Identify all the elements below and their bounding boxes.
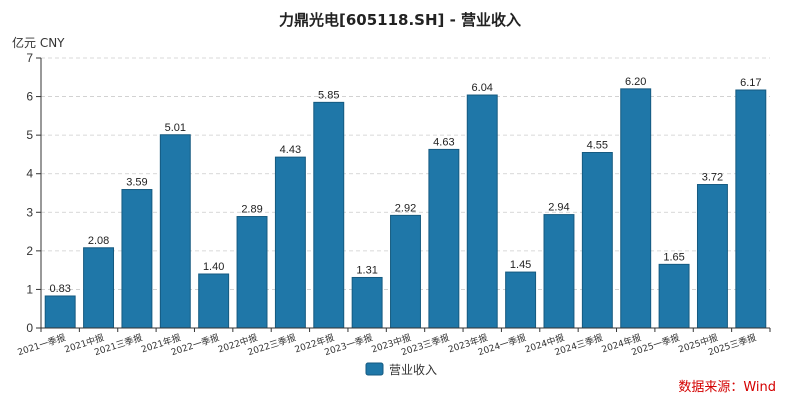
y-axis-unit-label: 亿元 CNY <box>12 35 65 50</box>
bar[interactable] <box>390 214 421 329</box>
data-label: 4.43 <box>280 144 301 156</box>
bar[interactable] <box>696 184 728 329</box>
data-label: 2.89 <box>241 204 262 216</box>
bar[interactable] <box>428 148 460 329</box>
chart-title: 力鼎光电[605118.SH] - 营业收入 <box>279 11 521 29</box>
bar[interactable] <box>274 156 306 329</box>
bars <box>44 88 767 329</box>
bar[interactable] <box>83 247 115 329</box>
data-label: 1.31 <box>356 264 377 276</box>
data-label: 2.08 <box>88 235 109 247</box>
bar[interactable] <box>198 273 230 329</box>
bar[interactable] <box>236 216 268 329</box>
y-tick-label: 7 <box>26 51 33 65</box>
y-tick-label: 4 <box>26 167 33 181</box>
y-tick-label: 6 <box>26 90 33 104</box>
legend-swatch[interactable] <box>365 362 384 376</box>
y-tick-label: 1 <box>26 282 33 296</box>
data-labels: 0.83 2.08 3.59 5.01 1.40 2.89 4.43 5.85 1.31 2.92… <box>49 76 761 295</box>
data-label: 1.40 <box>203 261 224 273</box>
y-tick-label: 5 <box>26 128 33 142</box>
data-label: 6.20 <box>625 76 646 88</box>
data-label: 4.63 <box>433 136 454 148</box>
bar[interactable] <box>543 214 575 329</box>
legend[interactable]: 营业收入 <box>365 362 437 377</box>
legend-label[interactable]: 营业收入 <box>389 363 437 377</box>
bar[interactable] <box>735 89 767 329</box>
bar[interactable] <box>351 276 383 329</box>
data-label: 2.94 <box>548 202 569 214</box>
bar[interactable] <box>658 263 690 329</box>
bar[interactable] <box>159 134 191 329</box>
data-label: 3.72 <box>702 172 723 184</box>
data-label: 5.85 <box>318 89 339 101</box>
bar[interactable] <box>44 295 76 329</box>
data-label: 2.92 <box>395 202 416 214</box>
data-label: 0.83 <box>49 283 70 295</box>
data-label: 5.01 <box>165 122 186 134</box>
data-label: 6.04 <box>472 82 493 94</box>
x-tick-label: 2021一季报 <box>16 331 67 358</box>
bar[interactable] <box>313 101 345 329</box>
data-label: 3.59 <box>126 177 147 189</box>
data-label: 6.17 <box>740 77 761 89</box>
data-source: 数据来源：Wind <box>678 380 776 395</box>
bar[interactable] <box>620 88 652 329</box>
bar[interactable] <box>466 94 498 329</box>
data-label: 4.55 <box>587 140 608 152</box>
bar[interactable] <box>581 152 613 329</box>
y-tick-label: 3 <box>26 205 33 219</box>
data-label: 1.45 <box>510 259 531 271</box>
data-label: 1.65 <box>663 251 684 263</box>
bar[interactable] <box>121 189 153 329</box>
y-tick-label: 0 <box>26 321 33 335</box>
bar[interactable] <box>505 271 537 329</box>
y-tick-label: 2 <box>26 244 33 258</box>
